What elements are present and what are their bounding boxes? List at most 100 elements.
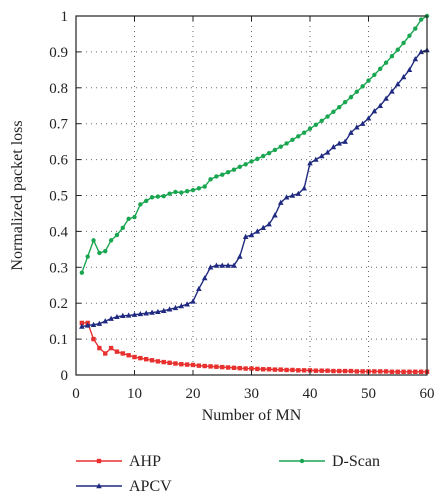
data-point-d-scan [378,66,383,71]
series-line-d-scan [81,15,428,273]
data-point-d-scan [354,89,359,94]
data-point-d-scan [173,189,178,195]
legend-marker-apcv [96,483,102,489]
data-point-ahp [272,367,278,372]
data-point-d-scan [337,104,342,110]
series-ahp [79,320,430,374]
data-point-apcv [155,308,161,315]
data-point-d-scan [313,122,319,127]
data-point-apcv [102,318,109,324]
data-point-apcv [412,56,419,62]
data-point-ahp [138,355,143,361]
data-point-ahp [284,367,289,373]
data-point-ahp [360,369,365,374]
data-point-ahp [79,320,85,326]
data-point-apcv [277,199,284,205]
legend-label-d-scan: D-Scan [332,453,380,470]
y-axis-title: Normalized packet loss [9,120,26,270]
data-point-d-scan [179,190,184,195]
data-point-apcv [342,138,348,144]
legend-marker-d-scan [299,458,305,464]
data-point-ahp [301,368,307,373]
data-point-ahp [220,364,225,370]
data-point-ahp [266,367,272,372]
series-apcv [79,47,430,329]
data-point-d-scan [366,78,371,83]
data-point-ahp [196,363,202,368]
data-point-d-scan [184,188,190,194]
data-point-ahp [103,351,108,356]
data-point-apcv [201,275,208,281]
data-point-d-scan [138,202,143,207]
data-point-apcv [359,120,366,126]
data-point-ahp [413,369,418,374]
data-point-apcv [377,102,383,108]
data-point-ahp [331,368,336,374]
data-point-apcv [418,48,424,55]
data-point-ahp [389,369,395,374]
data-point-apcv [394,81,401,87]
data-point-apcv [108,315,114,321]
data-point-apcv [196,285,202,292]
data-point-ahp [114,349,120,354]
y-tick-label: 0.8 [49,81,68,97]
data-point-ahp [395,369,400,374]
y-tick-label: 0.5 [49,189,68,205]
data-point-apcv [289,192,296,198]
data-point-apcv [178,303,185,309]
y-tick-label: 0.4 [49,224,68,240]
data-point-ahp [337,368,342,374]
y-tick-label: 0.1 [49,332,68,348]
data-point-apcv [354,124,360,130]
data-point-d-scan [144,198,149,204]
data-point-apcv [237,253,243,259]
y-tick-label: 0.3 [49,260,68,276]
data-point-d-scan [342,99,348,105]
data-point-ahp [149,358,155,363]
data-point-apcv [295,190,302,196]
data-point-d-scan [249,159,254,164]
series-line-ahp [81,322,427,373]
data-point-ahp [155,359,161,364]
data-point-ahp [325,368,330,373]
data-point-ahp [407,369,412,374]
data-point-apcv [137,310,144,317]
data-point-d-scan [225,169,231,175]
data-point-apcv [307,160,313,166]
data-point-apcv [336,140,343,146]
data-point-d-scan [395,47,400,52]
data-point-d-scan [155,194,161,199]
data-point-apcv [389,88,395,94]
data-point-apcv [172,304,179,311]
data-point-apcv [324,149,331,155]
data-point-apcv [225,262,231,268]
data-point-d-scan [220,172,225,177]
series-d-scan [79,13,430,275]
data-point-ahp [296,368,301,373]
data-point-apcv [330,144,337,150]
data-point-ahp [243,366,248,371]
data-point-ahp [126,353,131,358]
legend-item-ahp: AHP [76,453,161,470]
data-point-ahp [313,368,319,373]
data-point-ahp [401,369,406,374]
data-point-ahp [184,362,190,367]
data-point-d-scan [91,238,96,243]
data-point-ahp [261,367,266,372]
data-point-d-scan [418,17,424,22]
data-point-ahp [348,368,354,374]
x-tick-label: 30 [244,386,259,402]
data-point-apcv [207,264,214,270]
grid [76,16,427,375]
series-layer [79,13,430,374]
data-point-apcv [365,115,372,121]
data-point-apcv [143,310,149,316]
data-point-apcv [190,298,196,304]
data-point-apcv [254,228,261,234]
x-tick-label: 50 [361,386,376,402]
data-point-ahp [418,369,424,374]
data-point-apcv [266,221,272,227]
data-point-apcv [120,312,126,318]
data-point-apcv [260,224,266,231]
data-point-ahp [144,357,149,362]
